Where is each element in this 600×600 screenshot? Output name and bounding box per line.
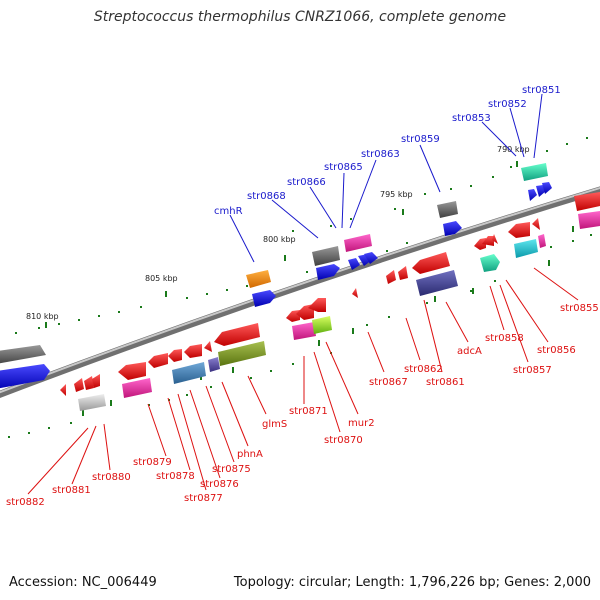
gene-label-phnA[interactable]: phnA: [237, 449, 263, 460]
kbp-label-800: 800 kbp: [263, 235, 296, 244]
genome-backbone-highlight: [0, 186, 600, 394]
gene-block[interactable]: [84, 376, 94, 390]
gene-block[interactable]: [172, 362, 206, 384]
gene-block[interactable]: [578, 211, 600, 229]
gene-label-str0880[interactable]: str0880: [92, 472, 131, 483]
gene-label-glmS[interactable]: glmS: [262, 419, 287, 430]
gene-block[interactable]: [312, 316, 332, 334]
gene-block[interactable]: [364, 252, 378, 264]
gene-block[interactable]: [92, 374, 100, 388]
gene-block[interactable]: [204, 341, 212, 352]
gene-block[interactable]: [122, 378, 152, 398]
gene-block[interactable]: [480, 254, 500, 272]
gene-block[interactable]: [412, 252, 450, 274]
gene-block[interactable]: [348, 258, 360, 270]
gene-label-str0870[interactable]: str0870: [324, 435, 363, 446]
gene-label-str0879[interactable]: str0879: [133, 457, 172, 468]
gene-block[interactable]: [352, 288, 358, 298]
gene-label-str0878[interactable]: str0878: [156, 471, 195, 482]
gene-label-str0855[interactable]: str0855: [560, 303, 599, 314]
gene-label-str0862[interactable]: str0862: [404, 364, 443, 375]
major-ticks: [45, 161, 574, 416]
gene-label-str0876[interactable]: str0876: [200, 479, 239, 490]
kbp-label-805: 805 kbp: [145, 274, 178, 283]
gene-block[interactable]: [118, 362, 146, 380]
reverse-leader-lines: [27, 267, 579, 495]
gene-block[interactable]: [344, 234, 372, 252]
gene-label-str0875[interactable]: str0875: [212, 464, 251, 475]
gene-block[interactable]: [492, 234, 498, 244]
gene-label-str0852[interactable]: str0852: [488, 99, 527, 110]
gene-label-cmhR[interactable]: cmhR: [214, 206, 243, 217]
gene-label-str0861[interactable]: str0861: [426, 377, 465, 388]
accession-text: Accession: NC_006449: [9, 575, 157, 590]
reverse-labels: str0855 str0856 str0857 str0858 adcA str…: [6, 303, 599, 508]
gene-label-str0868[interactable]: str0868: [247, 191, 286, 202]
gene-block[interactable]: [74, 378, 84, 392]
gene-label-str0871[interactable]: str0871: [289, 406, 328, 417]
gene-block[interactable]: [528, 189, 537, 201]
outer-tick-row: [15, 137, 588, 334]
gene-block[interactable]: [482, 236, 494, 246]
forward-labels: str0851 str0852 str0853 str0859 str0863 …: [214, 85, 561, 217]
gene-label-adcA[interactable]: adcA: [457, 346, 482, 357]
gene-block[interactable]: [168, 349, 182, 362]
gene-block[interactable]: [437, 201, 458, 218]
gene-label-str0881[interactable]: str0881: [52, 485, 91, 496]
gene-block[interactable]: [514, 239, 538, 258]
gene-block[interactable]: [574, 192, 600, 211]
gene-label-str0857[interactable]: str0857: [513, 365, 552, 376]
kbp-label-795: 795 kbp: [380, 190, 413, 199]
gene-block[interactable]: [538, 234, 546, 248]
gene-block[interactable]: [78, 394, 106, 411]
gene-label-str0859[interactable]: str0859: [401, 134, 440, 145]
gene-block[interactable]: [308, 298, 326, 312]
kbp-label-810: 810 kbp: [26, 312, 59, 321]
gene-block[interactable]: [312, 246, 340, 266]
map-title: Streptococcus thermophilus CNRZ1066, com…: [93, 9, 507, 25]
gene-block[interactable]: [474, 238, 486, 250]
kbp-label-790: 790 kbp: [497, 145, 530, 154]
gene-block[interactable]: [208, 357, 220, 372]
gene-block[interactable]: [0, 345, 46, 365]
gene-block[interactable]: [286, 310, 300, 322]
gene-block[interactable]: [252, 290, 276, 307]
gene-block[interactable]: [218, 341, 266, 366]
genome-backbone: [0, 186, 600, 398]
forward-genes: [0, 163, 600, 390]
gene-block[interactable]: [443, 221, 462, 236]
gene-label-str0853[interactable]: str0853: [452, 113, 491, 124]
gene-block[interactable]: [386, 270, 396, 284]
gene-block[interactable]: [0, 364, 50, 390]
gene-block[interactable]: [148, 353, 168, 368]
gene-block[interactable]: [214, 323, 260, 346]
gene-label-str0858[interactable]: str0858: [485, 333, 524, 344]
gene-label-str0866[interactable]: str0866: [287, 177, 326, 188]
gene-block[interactable]: [532, 218, 540, 230]
gene-block[interactable]: [60, 384, 66, 396]
gene-block[interactable]: [292, 322, 316, 340]
gene-label-str0882[interactable]: str0882: [6, 497, 45, 508]
forward-leader-lines: [229, 93, 543, 263]
gene-label-str0863[interactable]: str0863: [361, 149, 400, 160]
gene-label-str0867[interactable]: str0867: [369, 377, 408, 388]
reverse-genes: [60, 218, 546, 411]
gene-block[interactable]: [508, 222, 530, 238]
gene-block[interactable]: [521, 163, 548, 181]
gene-label-str0851[interactable]: str0851: [522, 85, 561, 96]
gene-label-str0877[interactable]: str0877: [184, 493, 223, 504]
gene-block[interactable]: [416, 270, 458, 296]
gene-block[interactable]: [316, 264, 340, 280]
gene-block[interactable]: [398, 266, 408, 280]
inner-tick-row: [8, 234, 592, 438]
gene-label-mur2[interactable]: mur2: [348, 418, 375, 429]
gene-block[interactable]: [184, 344, 202, 358]
gene-label-str0856[interactable]: str0856: [537, 345, 576, 356]
gene-block[interactable]: [542, 182, 552, 194]
topology-text: Topology: circular; Length: 1,796,226 bp…: [233, 575, 591, 590]
gene-label-str0865[interactable]: str0865: [324, 162, 363, 173]
gene-block[interactable]: [246, 270, 271, 288]
